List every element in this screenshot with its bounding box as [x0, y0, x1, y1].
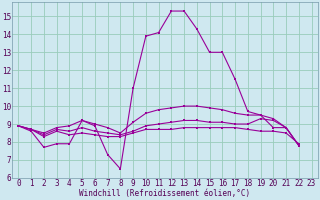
X-axis label: Windchill (Refroidissement éolien,°C): Windchill (Refroidissement éolien,°C) — [79, 189, 251, 198]
